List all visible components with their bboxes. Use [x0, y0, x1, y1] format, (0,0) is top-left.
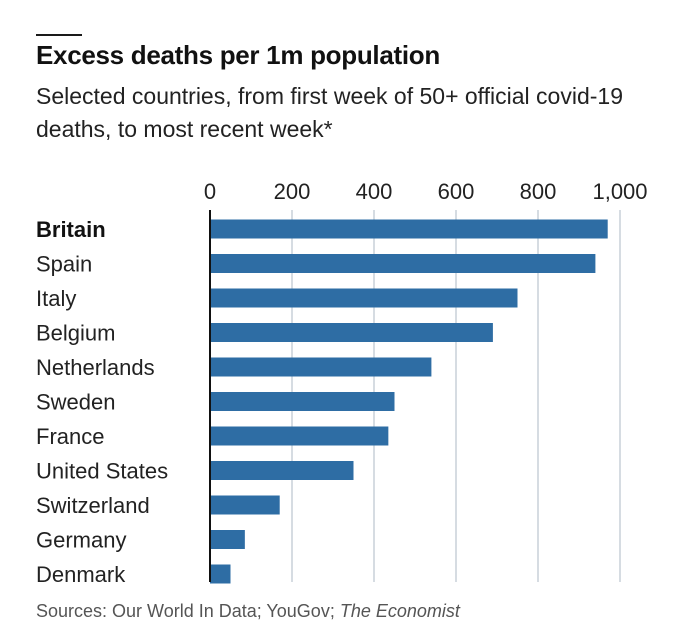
bar	[210, 392, 395, 411]
category-label: Sweden	[36, 390, 116, 415]
chart-title: Excess deaths per 1m population	[36, 40, 440, 70]
category-label: Italy	[36, 286, 76, 311]
category-label: United States	[36, 459, 168, 484]
category-labels: Britain Spain Italy Belgium Netherlands Swede…	[36, 217, 168, 587]
title-rule	[36, 34, 82, 36]
x-tick-label: 200	[274, 179, 311, 204]
bar	[210, 288, 518, 308]
x-tick-label: 400	[356, 179, 393, 204]
bar-chart: 0 200 400 600 800 1,000 Britain Spain Italy Belg…	[36, 179, 648, 587]
x-tick-label: 1,000	[592, 179, 647, 204]
x-axis-ticks: 0 200 400 600 800 1,000	[204, 179, 648, 204]
bar	[210, 426, 389, 446]
category-label: Denmark	[36, 562, 126, 587]
bar	[210, 219, 608, 239]
x-tick-label: 800	[520, 179, 557, 204]
sources-note: Sources: Our World In Data; YouGov; The …	[36, 601, 460, 622]
bar	[210, 254, 596, 273]
bar	[210, 530, 245, 549]
bar	[210, 357, 432, 377]
category-label: Germany	[36, 528, 126, 553]
category-label: Switzerland	[36, 493, 150, 518]
category-label: Britain	[36, 217, 106, 242]
x-tick-label: 0	[204, 179, 216, 204]
bar	[210, 323, 493, 342]
chart-subtitle: Selected countries, from first week of 5…	[36, 83, 623, 142]
bars	[210, 219, 608, 584]
bar	[210, 495, 280, 515]
x-tick-label: 600	[438, 179, 475, 204]
sources-publication: The Economist	[339, 601, 460, 621]
category-label: France	[36, 424, 104, 449]
category-label: Netherlands	[36, 355, 155, 380]
sources-prefix: Sources: Our World In Data; YouGov;	[36, 601, 340, 621]
category-label: Spain	[36, 252, 92, 277]
bar	[210, 564, 231, 584]
category-label: Belgium	[36, 321, 115, 346]
bar	[210, 461, 354, 480]
